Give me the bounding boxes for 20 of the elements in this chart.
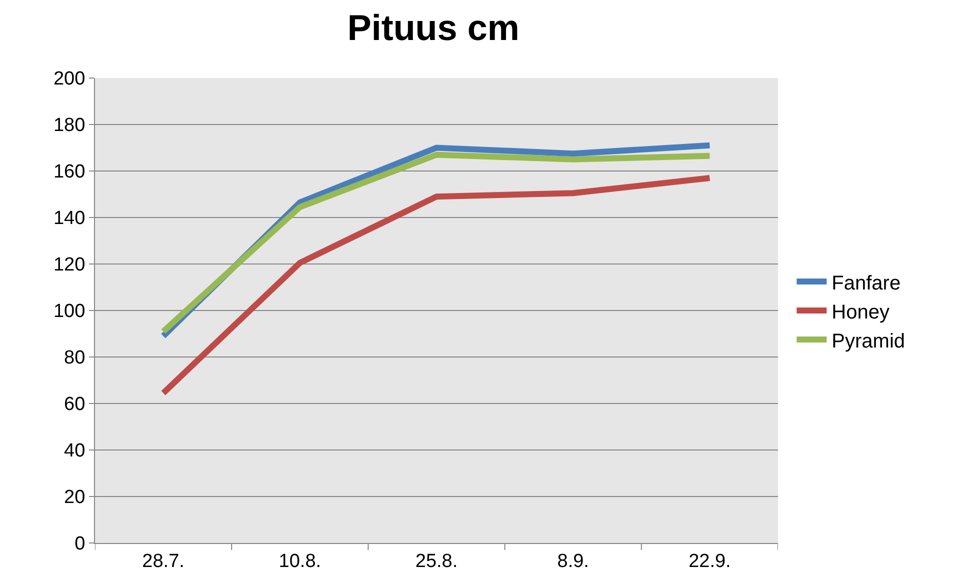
y-tick-label: 200 xyxy=(53,68,86,90)
y-tick-label: 120 xyxy=(53,254,86,276)
x-tick-label: 28.7. xyxy=(142,550,184,572)
y-tick-label: 180 xyxy=(53,115,86,136)
y-tick-label: 20 xyxy=(64,487,86,508)
y-tick-label: 140 xyxy=(53,208,86,230)
x-tick-label: 25.8. xyxy=(415,550,458,572)
y-tick-label: 100 xyxy=(53,301,86,322)
y-tick-label: 60 xyxy=(64,394,86,416)
x-tick-label: 22.9. xyxy=(688,550,731,572)
y-tick-label: 160 xyxy=(53,162,86,183)
x-tick-label: 10.8. xyxy=(278,550,322,572)
x-tick-label: 8.9. xyxy=(557,550,589,572)
chart-title: Pituus cm xyxy=(347,6,520,48)
legend-label: Fanfare xyxy=(832,272,901,294)
legend-label: Honey xyxy=(832,301,890,324)
y-tick-label: 80 xyxy=(64,348,86,369)
y-tick-label: 0 xyxy=(74,534,86,555)
y-tick-label: 40 xyxy=(64,440,86,462)
legend-label: Pyramid xyxy=(832,330,906,352)
